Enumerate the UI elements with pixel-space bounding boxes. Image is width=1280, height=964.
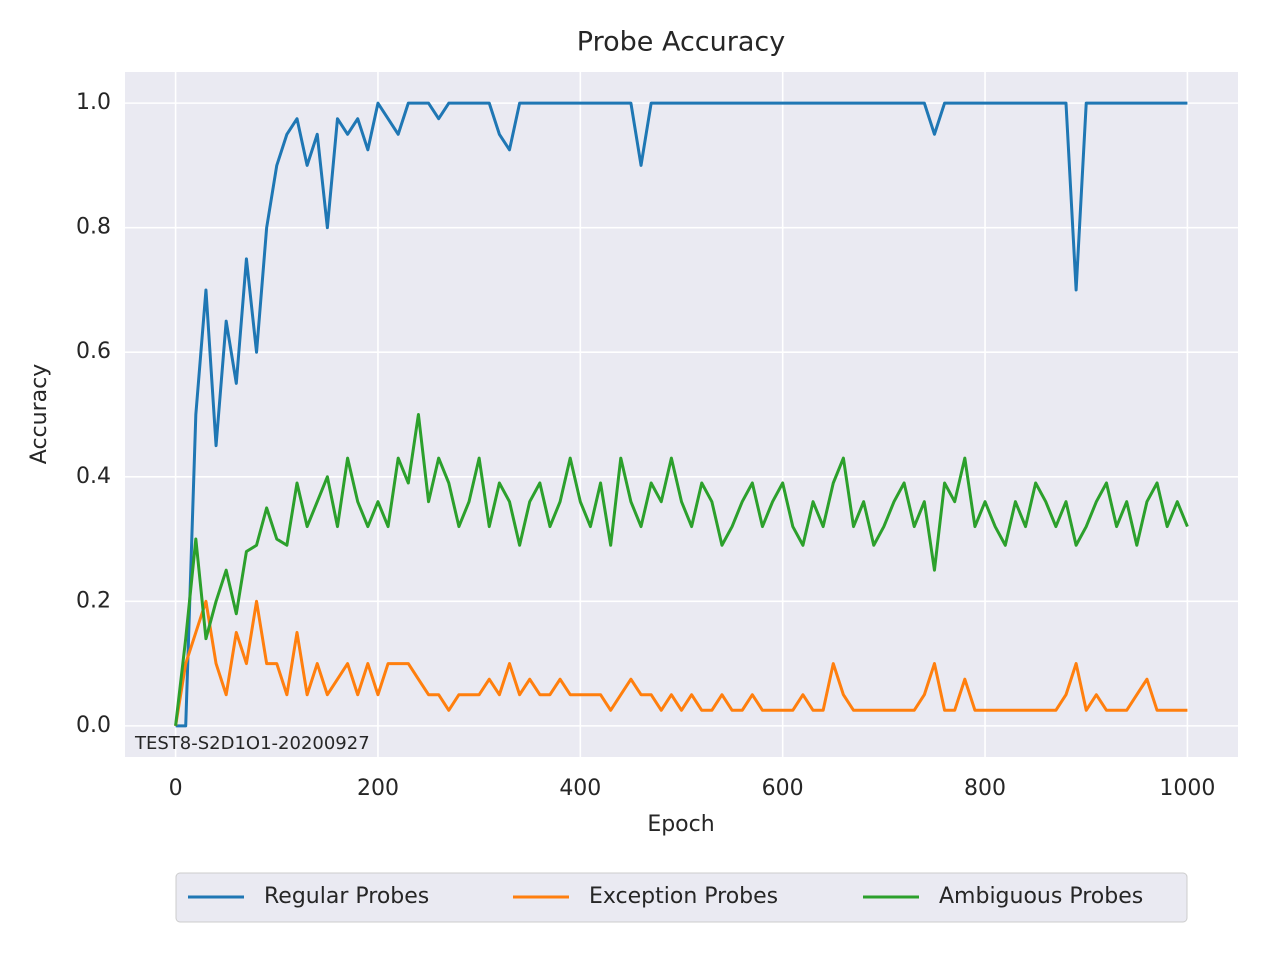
x-axis-label: Epoch (647, 812, 714, 837)
lines (174, 101, 1189, 728)
y-tick-label: 0.8 (76, 215, 111, 240)
chart-title: Probe Accuracy (577, 27, 785, 58)
series-line (175, 101, 1188, 728)
series-line (174, 599, 1188, 727)
legend-label: Ambiguous Probes (939, 884, 1143, 909)
y-tick-label: 0.2 (76, 588, 111, 613)
y-tick-label: 0.4 (76, 464, 111, 489)
plot-area (125, 72, 1238, 757)
legend (175, 872, 1188, 923)
legend-label: Regular Probes (264, 884, 429, 909)
x-tick-label: 0 (169, 776, 183, 801)
legend-items: Regular Probes Exception Probes Ambiguous … (188, 884, 1143, 909)
y-tick-label: 1.0 (76, 90, 111, 115)
x-tick-label: 1000 (1159, 776, 1215, 801)
series-line (174, 413, 1189, 727)
x-tick-label: 600 (762, 776, 804, 801)
x-tick-label: 400 (559, 776, 601, 801)
x-tick-label: 200 (357, 776, 399, 801)
annotation: TEST8-S2D1O1-20200927 (134, 733, 370, 754)
grid (125, 72, 1238, 757)
x-tick-label: 800 (964, 776, 1006, 801)
y-axis-label: Accuracy (27, 364, 52, 464)
y-tick-label: 0.0 (76, 713, 111, 738)
legend-label: Exception Probes (589, 884, 778, 909)
y-tick-label: 0.6 (76, 339, 111, 364)
